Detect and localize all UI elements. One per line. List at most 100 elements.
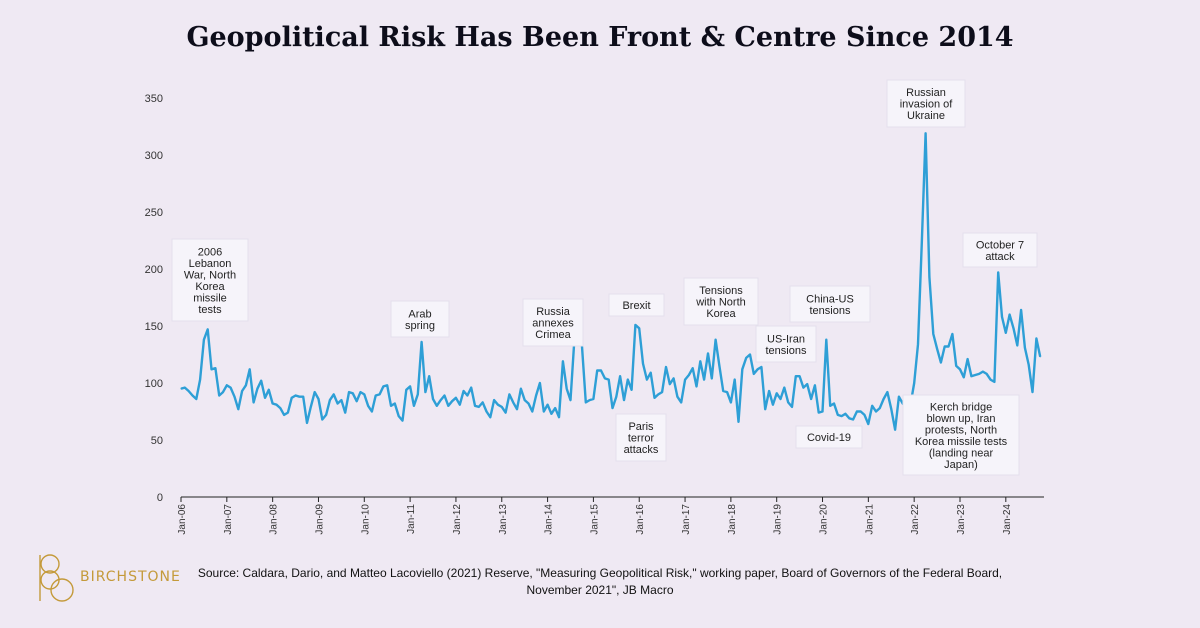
data-point (947, 345, 950, 348)
data-point (566, 388, 568, 390)
annotation-text: with North (695, 297, 746, 309)
data-point (684, 379, 686, 381)
data-point (898, 396, 900, 398)
data-point (291, 397, 293, 399)
data-point (272, 402, 274, 405)
x-tick-label: Jan-17 (681, 504, 692, 535)
data-point (833, 402, 835, 405)
data-point (585, 401, 587, 403)
data-point (711, 377, 713, 379)
data-point (249, 368, 251, 370)
x-tick-label: Jan-18 (727, 504, 738, 535)
data-point (421, 341, 423, 343)
data-point (692, 367, 694, 369)
data-point (967, 358, 969, 360)
data-point (199, 379, 201, 381)
annotation-text: Tensions (699, 285, 743, 297)
data-point (921, 242, 923, 244)
data-point (279, 407, 281, 409)
series-layer (180, 132, 1042, 431)
data-point (745, 357, 747, 359)
x-tick-label: Jan-06 (177, 504, 188, 535)
data-point (795, 375, 797, 377)
data-point (344, 412, 346, 414)
y-tick-label: 200 (145, 264, 163, 276)
data-point (760, 366, 763, 368)
data-point (886, 391, 889, 393)
data-point (520, 388, 522, 390)
data-point (982, 371, 984, 373)
data-point (455, 397, 457, 399)
data-point (653, 397, 656, 399)
data-point (340, 399, 342, 401)
data-point (1028, 364, 1030, 366)
data-point (314, 391, 316, 393)
data-point (203, 339, 205, 341)
data-point (463, 390, 465, 392)
x-tick-label: Jan-10 (360, 504, 371, 535)
data-point (936, 348, 938, 350)
data-point (596, 369, 598, 372)
data-point (638, 327, 640, 329)
data-point (844, 413, 847, 415)
data-point (302, 396, 304, 398)
data-point (592, 398, 595, 400)
data-point (218, 394, 220, 397)
y-tick-label: 100 (145, 378, 163, 390)
x-tick-label: Jan-19 (773, 504, 784, 535)
annotation-text: (landing near (929, 447, 994, 459)
data-point (489, 416, 491, 418)
data-point (753, 373, 755, 375)
data-point (298, 396, 300, 398)
data-point (699, 360, 701, 362)
data-point (642, 363, 644, 365)
data-point (363, 393, 365, 395)
x-tick-label: Jan-23 (956, 504, 967, 535)
data-point (562, 360, 564, 362)
annotation-text: Japan) (944, 459, 978, 471)
data-point (608, 379, 610, 381)
data-point (688, 374, 690, 376)
data-point (401, 420, 404, 422)
data-point (390, 405, 392, 407)
data-point (955, 365, 957, 367)
data-point (627, 379, 629, 381)
data-point (917, 343, 919, 345)
data-point (325, 414, 327, 416)
annotation-box (390, 300, 450, 338)
data-point (230, 387, 232, 389)
data-point (772, 404, 774, 406)
annotation-text: Crimea (535, 329, 571, 341)
y-tick-label: 0 (157, 492, 163, 504)
data-point (554, 407, 556, 409)
data-point (818, 412, 820, 414)
data-point (757, 368, 759, 370)
data-point (726, 391, 728, 393)
data-point (348, 391, 350, 393)
data-point (245, 384, 247, 386)
data-point (432, 398, 434, 400)
data-point (283, 414, 285, 416)
annotation-text: October 7 (976, 239, 1024, 251)
data-point (806, 383, 808, 385)
data-point (417, 393, 419, 395)
data-point (650, 372, 652, 374)
annotation-box (615, 413, 667, 462)
x-tick-label: Jan-09 (314, 504, 325, 535)
x-tick-label: Jan-16 (635, 504, 646, 535)
annotation: Brexit (608, 293, 665, 317)
x-tick-label: Jan-20 (819, 504, 830, 535)
data-point (913, 382, 915, 384)
data-point (959, 368, 961, 370)
data-point (730, 401, 732, 403)
data-point (386, 384, 388, 386)
data-point (210, 368, 213, 370)
data-point (631, 389, 633, 391)
annotation-text: Brexit (622, 300, 650, 312)
data-point (776, 392, 778, 394)
